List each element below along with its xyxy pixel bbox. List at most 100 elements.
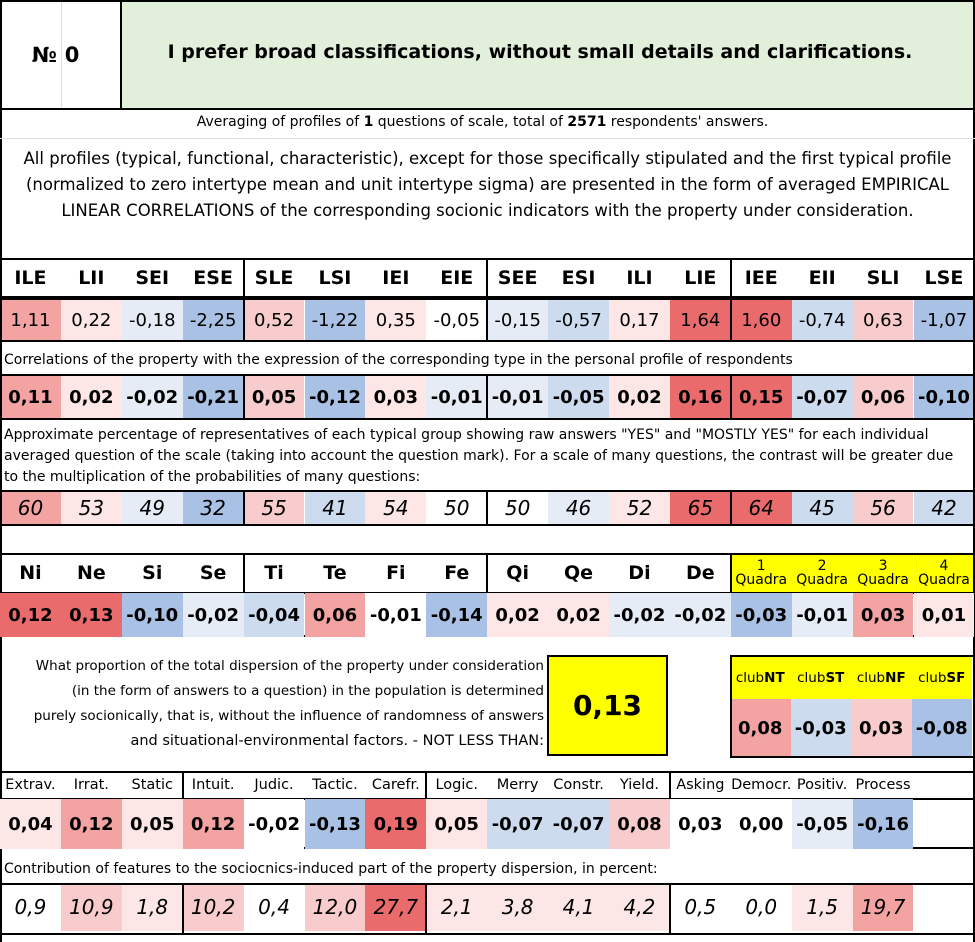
type-profile-5: -1,22: [304, 298, 366, 342]
dispersion-line-0: What proportion of the total dispersion …: [35, 658, 544, 674]
trait-contrib-0: 0,9: [0, 883, 61, 931]
type-corr-3: -0,21: [182, 374, 244, 420]
function-value-11: -0,02: [669, 593, 731, 637]
type-profile-3: -2,25: [182, 298, 244, 342]
type-corr-4: 0,05: [243, 374, 305, 420]
contrib-border: [0, 883, 975, 935]
dispersion-value: 0,13: [547, 655, 668, 756]
quadra-value-3: 0,01: [913, 593, 975, 637]
type-header-10: ILI: [626, 267, 653, 289]
type-corr-9: -0,05: [548, 374, 609, 420]
frame-left: [0, 342, 2, 942]
divider: [242, 374, 245, 420]
trait-value-6: 0,19: [365, 799, 427, 849]
function-value-7: -0,14: [426, 593, 488, 637]
trait-contrib-8: 3,8: [487, 883, 549, 931]
trait-header-14: Process: [855, 777, 911, 793]
club-type: SF: [946, 670, 966, 686]
type-profile-9: -0,57: [548, 298, 609, 342]
type-pct-6: 54: [365, 490, 427, 526]
function-header-si: Si: [142, 562, 163, 584]
club-header-sf: club SF: [911, 657, 972, 699]
trait-value-14: -0,16: [852, 799, 914, 849]
function-header-ni: Ni: [19, 562, 42, 584]
divider: [425, 883, 428, 935]
type-header-14: SLI: [866, 267, 900, 289]
type-profile-8: -0,15: [487, 298, 549, 342]
function-header-fi: Fi: [386, 562, 406, 584]
type-corr-15: -0,10: [913, 374, 975, 420]
function-header-di: Di: [628, 562, 651, 584]
trait-contrib-5: 12,0: [304, 883, 366, 931]
type-profile-1: 0,22: [60, 298, 122, 342]
club-type: ST: [825, 670, 845, 686]
function-value-0: 0,12: [0, 593, 61, 637]
type-profile-7: -0,05: [426, 298, 488, 342]
club-value-1: -0,03: [790, 699, 851, 757]
quadra-value-2: 0,03: [852, 593, 914, 637]
quadra-number: 4: [939, 558, 949, 574]
trait-contrib-1: 10,9: [60, 883, 122, 931]
function-header-qi: Qi: [506, 562, 529, 584]
quadra-value-0: -0,03: [730, 593, 792, 637]
club-prefix: club: [918, 670, 947, 686]
type-pct-4: 55: [243, 490, 305, 526]
type-profile-0: 1,11: [0, 298, 61, 342]
correlation-note: Correlations of the property with the ex…: [4, 352, 793, 368]
type-profile-6: 0,35: [365, 298, 427, 342]
trait-value-11: 0,03: [669, 799, 731, 849]
type-corr-13: -0,07: [791, 374, 853, 420]
divider: [729, 298, 732, 342]
function-value-2: -0,10: [121, 593, 183, 637]
trait-contrib-4: 0,4: [243, 883, 305, 931]
type-pct-12: 64: [730, 490, 792, 526]
type-header-5: LSI: [318, 267, 352, 289]
type-corr-11: 0,16: [669, 374, 731, 420]
divider: [668, 883, 671, 935]
type-pct-11: 65: [669, 490, 731, 526]
type-profile-13: -0,74: [791, 298, 853, 342]
clubs-border: [730, 655, 975, 758]
trait-header-5: Tactic.: [312, 777, 358, 793]
club-value-3: -0,08: [911, 699, 972, 757]
trait-contrib-10: 4,2: [609, 883, 670, 931]
trait-header-4: Judic.: [254, 777, 294, 793]
type-header-2: SEI: [135, 267, 170, 289]
trait-contrib-3: 10,2: [182, 883, 244, 931]
function-header-de: De: [686, 562, 715, 584]
trait-header-2: Static: [131, 777, 173, 793]
page-title: I prefer broad classifications, without …: [167, 41, 913, 63]
type-profile-11: 1,64: [669, 298, 731, 342]
type-profile-4: 0,52: [243, 298, 305, 342]
question-number: 0: [64, 43, 80, 67]
trait-value-13: -0,05: [791, 799, 853, 849]
type-corr-7: -0,01: [426, 374, 488, 420]
club-header-nf: club NF: [851, 657, 912, 699]
trait-contrib-14: 19,7: [852, 883, 914, 931]
function-value-9: 0,02: [548, 593, 609, 637]
club-type: NT: [764, 670, 785, 686]
trait-contrib-12: 0,0: [730, 883, 792, 931]
trait-value-7: 0,05: [426, 799, 488, 849]
trait-value-3: 0,12: [182, 799, 244, 849]
divider: [486, 490, 489, 526]
trait-value-8: -0,07: [487, 799, 549, 849]
type-pct-15: 42: [913, 490, 975, 526]
club-header-nt: club NT: [730, 657, 791, 699]
divider: [242, 298, 245, 342]
function-value-4: -0,04: [243, 593, 305, 637]
type-profile-15: -1,07: [913, 298, 975, 342]
type-corr-2: -0,02: [121, 374, 183, 420]
quadra-label: Quadra: [918, 572, 970, 588]
type-pct-2: 49: [121, 490, 183, 526]
trait-value-12: 0,00: [730, 799, 792, 849]
percentage-note: Approximate percentage of representative…: [4, 427, 954, 485]
quadra-label: Quadra: [735, 572, 788, 588]
trait-header-0: Extrav.: [5, 777, 56, 793]
type-profile-10: 0,17: [609, 298, 670, 342]
trait-header-9: Constr.: [553, 777, 604, 793]
quadra-header-1: 1 Quadra: [730, 553, 792, 593]
function-value-3: -0,02: [182, 593, 244, 637]
quadra-label: Quadra: [796, 572, 848, 588]
summary-box: [0, 110, 975, 258]
